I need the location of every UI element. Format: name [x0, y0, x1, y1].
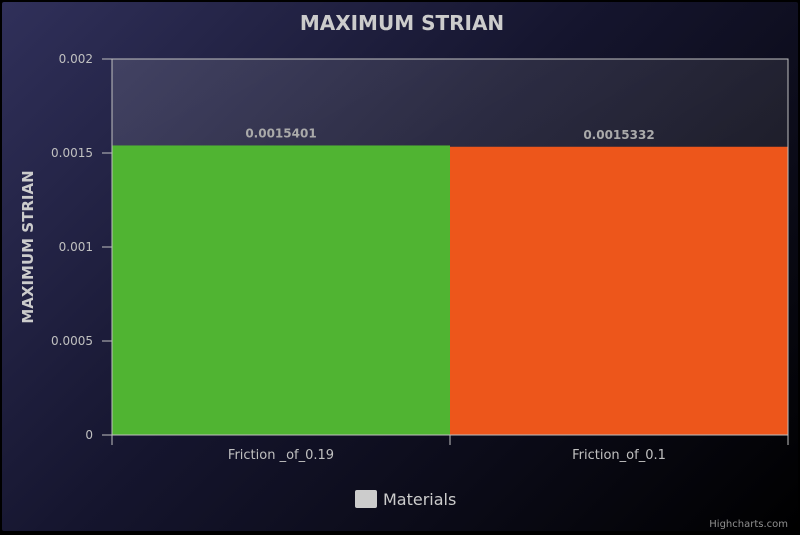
- data-labels-group: 0.0015401 0.0015332: [245, 126, 654, 141]
- credits-link[interactable]: Highcharts.com: [709, 519, 788, 530]
- data-label-1: 0.0015401: [245, 126, 316, 140]
- y-tick-label-4: 0.002: [59, 52, 93, 66]
- legend[interactable]: Materials: [355, 490, 456, 509]
- bars-group: [112, 145, 788, 436]
- x-category-label-2: Friction_of_0.1: [572, 448, 666, 463]
- bar-2[interactable]: [450, 146, 788, 435]
- data-label-2: 0.0015332: [583, 128, 654, 142]
- y-axis-title: MAXIMUM STRIAN: [19, 170, 37, 323]
- y-tick-label-2: 0.001: [59, 240, 93, 254]
- x-axis: Friction _of_0.19 Friction_of_0.1: [111, 435, 789, 463]
- chart-title: MAXIMUM STRIAN: [300, 11, 504, 35]
- bar-1[interactable]: [112, 145, 450, 436]
- y-tick-label-0: 0: [85, 428, 93, 442]
- legend-label[interactable]: Materials: [383, 490, 456, 509]
- y-tick-label-1: 0.0005: [51, 334, 93, 348]
- legend-swatch[interactable]: [355, 490, 377, 508]
- x-category-label-1: Friction _of_0.19: [228, 448, 334, 463]
- y-tick-label-3: 0.0015: [51, 146, 93, 160]
- y-axis: 0 0.0005 0.001 0.0015 0.002: [51, 52, 112, 442]
